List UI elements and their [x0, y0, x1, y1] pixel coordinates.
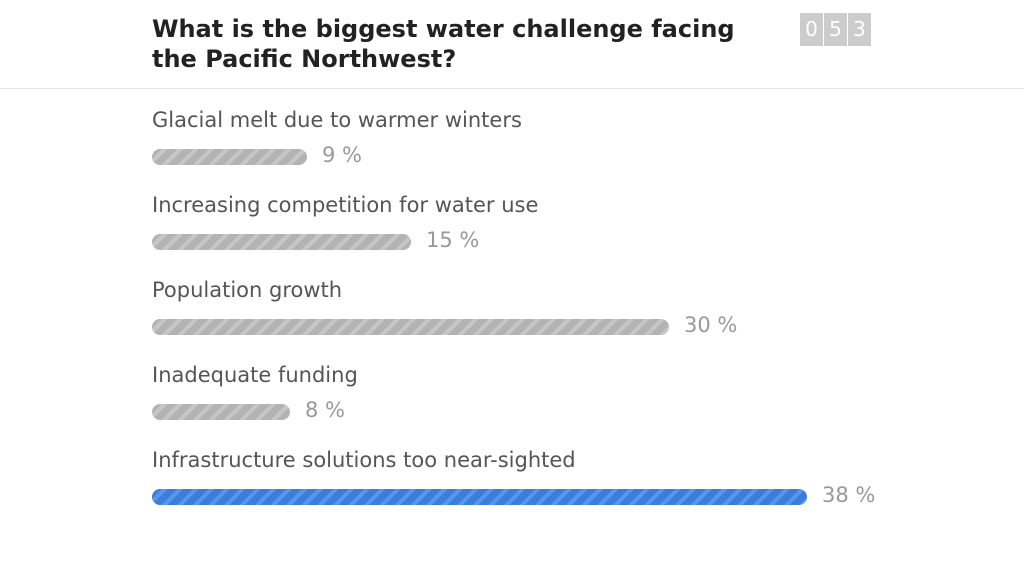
option-percentage: 30 % [684, 313, 738, 337]
option-bar [152, 319, 669, 335]
option-percentage: 15 % [426, 228, 480, 252]
option-percentage: 38 % [822, 483, 876, 507]
option-bar [152, 149, 307, 165]
option-bar [152, 489, 807, 505]
option-label: Inadequate funding [152, 363, 358, 387]
option-percentage: 9 % [322, 143, 362, 167]
option-label: Infrastructure solutions too near-sighte… [152, 448, 576, 472]
vote-counter-digit: 0 [800, 13, 823, 46]
vote-counter-digit: 3 [848, 13, 871, 46]
option-label: Glacial melt due to warmer winters [152, 108, 522, 132]
option-bar [152, 404, 290, 420]
option-label: Population growth [152, 278, 343, 302]
vote-counter-digit: 5 [824, 13, 847, 46]
option-bar [152, 234, 411, 250]
option-percentage: 8 % [305, 398, 345, 422]
poll-question: What is the biggest water challenge faci… [152, 15, 735, 73]
poll-header: What is the biggest water challenge faci… [0, 0, 1024, 89]
option-label: Increasing competition for water use [152, 193, 539, 217]
vote-counter: 0 5 3 [800, 13, 871, 46]
